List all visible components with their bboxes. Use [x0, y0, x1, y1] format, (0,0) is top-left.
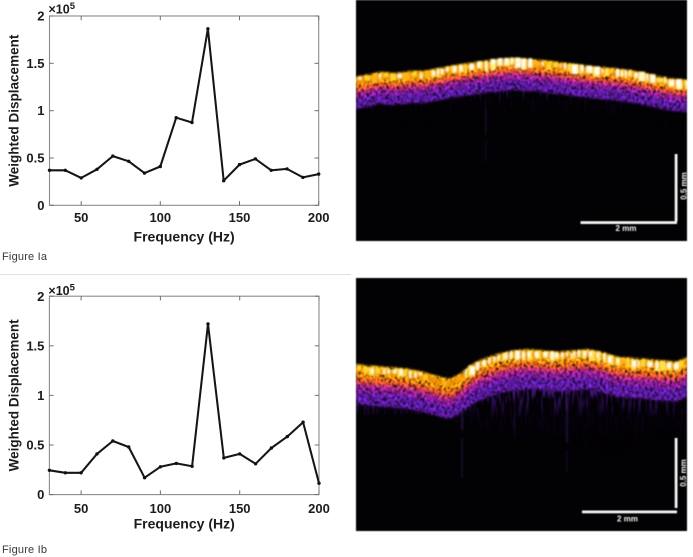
- svg-text:2: 2: [37, 9, 44, 24]
- svg-text:0.5: 0.5: [26, 438, 44, 453]
- svg-text:200: 200: [308, 501, 330, 516]
- svg-text:1.5: 1.5: [26, 338, 44, 353]
- svg-text:2 mm: 2 mm: [617, 515, 638, 524]
- svg-text:0: 0: [37, 487, 44, 502]
- svg-text:50: 50: [74, 210, 88, 225]
- svg-text:150: 150: [229, 501, 251, 516]
- svg-text:Weighted Displacement: Weighted Displacement: [7, 34, 22, 187]
- svg-text:2 mm: 2 mm: [616, 224, 637, 233]
- svg-text:100: 100: [149, 210, 171, 225]
- svg-text:1: 1: [37, 103, 44, 118]
- svg-text:100: 100: [150, 501, 172, 516]
- svg-text:50: 50: [74, 501, 88, 516]
- svg-text:×105: ×105: [49, 1, 76, 17]
- svg-text:0.5 mm: 0.5 mm: [679, 459, 687, 487]
- svg-text:150: 150: [229, 210, 251, 225]
- svg-text:×105: ×105: [48, 283, 75, 299]
- svg-text:Frequency (Hz): Frequency (Hz): [134, 229, 235, 245]
- svg-text:0.5 mm: 0.5 mm: [680, 172, 688, 200]
- svg-text:1.5: 1.5: [26, 56, 44, 71]
- svg-text:1: 1: [37, 388, 44, 403]
- svg-text:0.5: 0.5: [26, 151, 44, 166]
- svg-text:Weighted Displacement: Weighted Displacement: [7, 319, 22, 472]
- svg-text:0: 0: [37, 198, 44, 213]
- svg-text:200: 200: [308, 210, 330, 225]
- svg-text:Frequency (Hz): Frequency (Hz): [134, 516, 235, 532]
- svg-text:2: 2: [37, 289, 44, 304]
